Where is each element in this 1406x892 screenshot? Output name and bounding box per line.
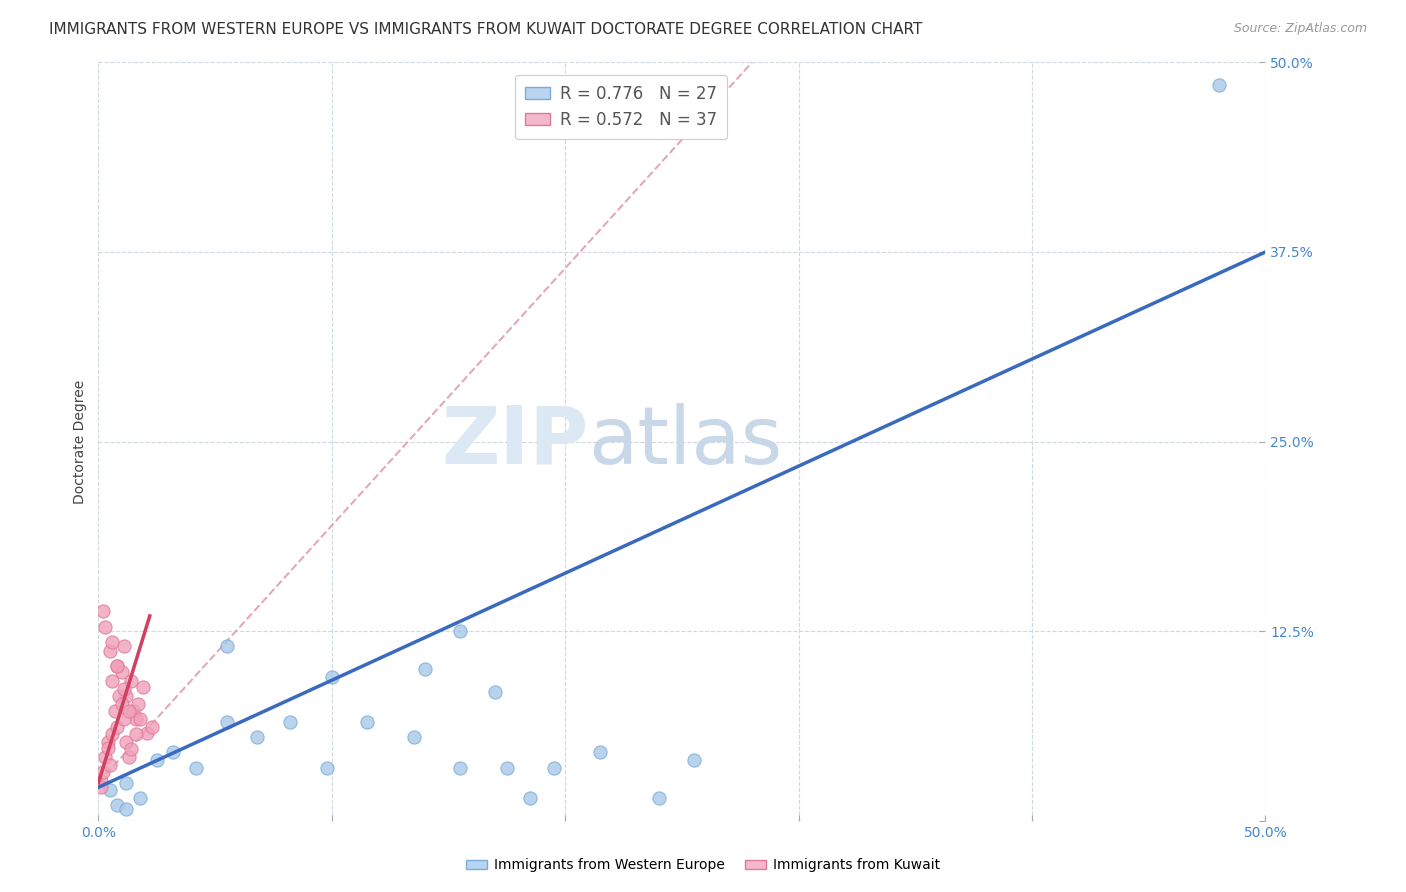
Point: [647, 791, 669, 805]
Point: [118, 750, 141, 764]
Point: [98, 783, 121, 797]
Point: [125, 727, 148, 741]
Text: ZIP: ZIP: [441, 402, 589, 481]
Point: [132, 680, 155, 694]
Point: [98, 644, 121, 658]
Point: [146, 753, 169, 767]
Point: [101, 727, 124, 741]
Y-axis label: Doctorate Degree: Doctorate Degree: [73, 379, 87, 504]
Point: [118, 705, 141, 719]
Point: [402, 730, 425, 744]
Point: [127, 697, 149, 711]
Point: [108, 690, 131, 704]
Point: [112, 712, 135, 726]
Point: [105, 720, 128, 734]
Point: [104, 705, 127, 719]
Point: [105, 659, 128, 673]
Point: [321, 669, 343, 683]
Point: [91, 604, 114, 618]
Point: [120, 742, 142, 756]
Point: [141, 720, 163, 734]
Point: [122, 705, 145, 719]
Point: [101, 634, 124, 648]
Point: [215, 639, 238, 653]
Point: [162, 746, 184, 760]
Point: [105, 798, 128, 813]
Point: [98, 757, 121, 772]
Point: [136, 725, 159, 739]
Legend: Immigrants from Western Europe, Immigrants from Kuwait: Immigrants from Western Europe, Immigran…: [460, 853, 946, 878]
Point: [215, 715, 238, 730]
Point: [129, 791, 152, 805]
Text: IMMIGRANTS FROM WESTERN EUROPE VS IMMIGRANTS FROM KUWAIT DOCTORATE DEGREE CORREL: IMMIGRANTS FROM WESTERN EUROPE VS IMMIGR…: [49, 22, 922, 37]
Point: [115, 735, 138, 749]
Point: [97, 735, 120, 749]
Point: [316, 760, 339, 774]
Legend: R = 0.776   N = 27, R = 0.572   N = 37: R = 0.776 N = 27, R = 0.572 N = 37: [515, 75, 727, 139]
Point: [186, 760, 208, 774]
Point: [589, 746, 612, 760]
Point: [449, 760, 471, 774]
Point: [112, 639, 135, 653]
Point: [111, 665, 134, 679]
Point: [449, 624, 471, 639]
Point: [356, 715, 378, 730]
Point: [1208, 78, 1230, 92]
Point: [90, 780, 112, 795]
Point: [101, 674, 124, 689]
Point: [111, 697, 134, 711]
Point: [94, 619, 117, 633]
Point: [125, 712, 148, 726]
Point: [115, 776, 138, 790]
Text: Source: ZipAtlas.com: Source: ZipAtlas.com: [1233, 22, 1367, 36]
Point: [115, 801, 138, 815]
Point: [682, 753, 704, 767]
Point: [496, 760, 519, 774]
Text: atlas: atlas: [589, 402, 783, 481]
Point: [90, 774, 112, 789]
Point: [97, 740, 120, 755]
Point: [519, 791, 541, 805]
Point: [112, 681, 135, 696]
Point: [484, 685, 506, 699]
Point: [413, 662, 436, 676]
Point: [115, 690, 138, 704]
Point: [543, 760, 565, 774]
Point: [246, 730, 269, 744]
Point: [94, 750, 117, 764]
Point: [120, 674, 142, 689]
Point: [91, 765, 114, 780]
Point: [105, 659, 128, 673]
Point: [278, 715, 301, 730]
Point: [129, 712, 152, 726]
